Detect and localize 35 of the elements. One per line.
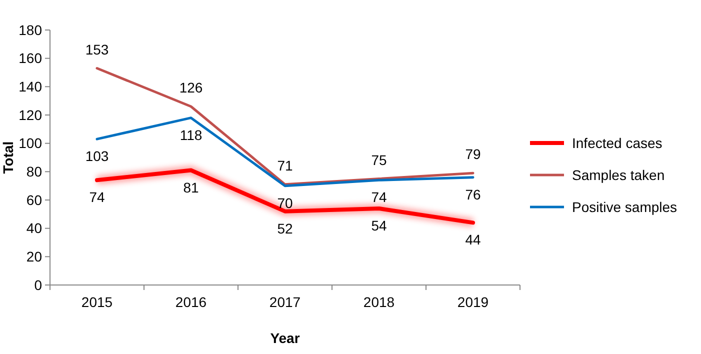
data-label: 70 bbox=[277, 194, 293, 211]
legend-label: Infected cases bbox=[572, 134, 662, 151]
x-tick-label: 2019 bbox=[457, 294, 489, 310]
data-label: 79 bbox=[465, 146, 481, 162]
data-label: 52 bbox=[277, 220, 293, 236]
y-axis-title: Total bbox=[0, 141, 16, 174]
y-tick-label: 160 bbox=[18, 50, 42, 66]
data-label: 103 bbox=[85, 148, 109, 164]
legend-label: Samples taken bbox=[572, 166, 665, 183]
y-tick-label: 180 bbox=[18, 22, 42, 38]
y-tick-label: 100 bbox=[18, 135, 42, 152]
data-label: 74 bbox=[371, 189, 387, 206]
data-label: 81 bbox=[183, 179, 199, 196]
y-tick-label: 40 bbox=[26, 220, 42, 236]
data-label: 71 bbox=[277, 157, 293, 174]
data-label: 153 bbox=[85, 41, 109, 58]
data-label: 75 bbox=[371, 152, 387, 168]
data-label: 118 bbox=[180, 126, 202, 143]
legend-label: Positive samples bbox=[572, 198, 678, 215]
data-label: 44 bbox=[465, 232, 481, 248]
x-tick-label: 2017 bbox=[269, 294, 301, 310]
data-label: 76 bbox=[465, 186, 481, 202]
y-tick-label: 120 bbox=[18, 106, 42, 123]
y-tick-label: 140 bbox=[18, 78, 42, 95]
x-tick-label: 2015 bbox=[81, 294, 113, 310]
x-tick-label: 2018 bbox=[363, 294, 395, 310]
y-tick-label: 0 bbox=[34, 276, 42, 293]
data-label: 74 bbox=[89, 189, 105, 206]
y-tick-label: 80 bbox=[26, 164, 42, 180]
x-tick-label: 2016 bbox=[175, 294, 207, 310]
y-tick-label: 20 bbox=[26, 248, 42, 265]
y-tick-label: 60 bbox=[26, 192, 42, 208]
x-axis-title: Year bbox=[270, 330, 300, 346]
data-label: 126 bbox=[179, 80, 203, 96]
data-label: 54 bbox=[371, 218, 387, 234]
